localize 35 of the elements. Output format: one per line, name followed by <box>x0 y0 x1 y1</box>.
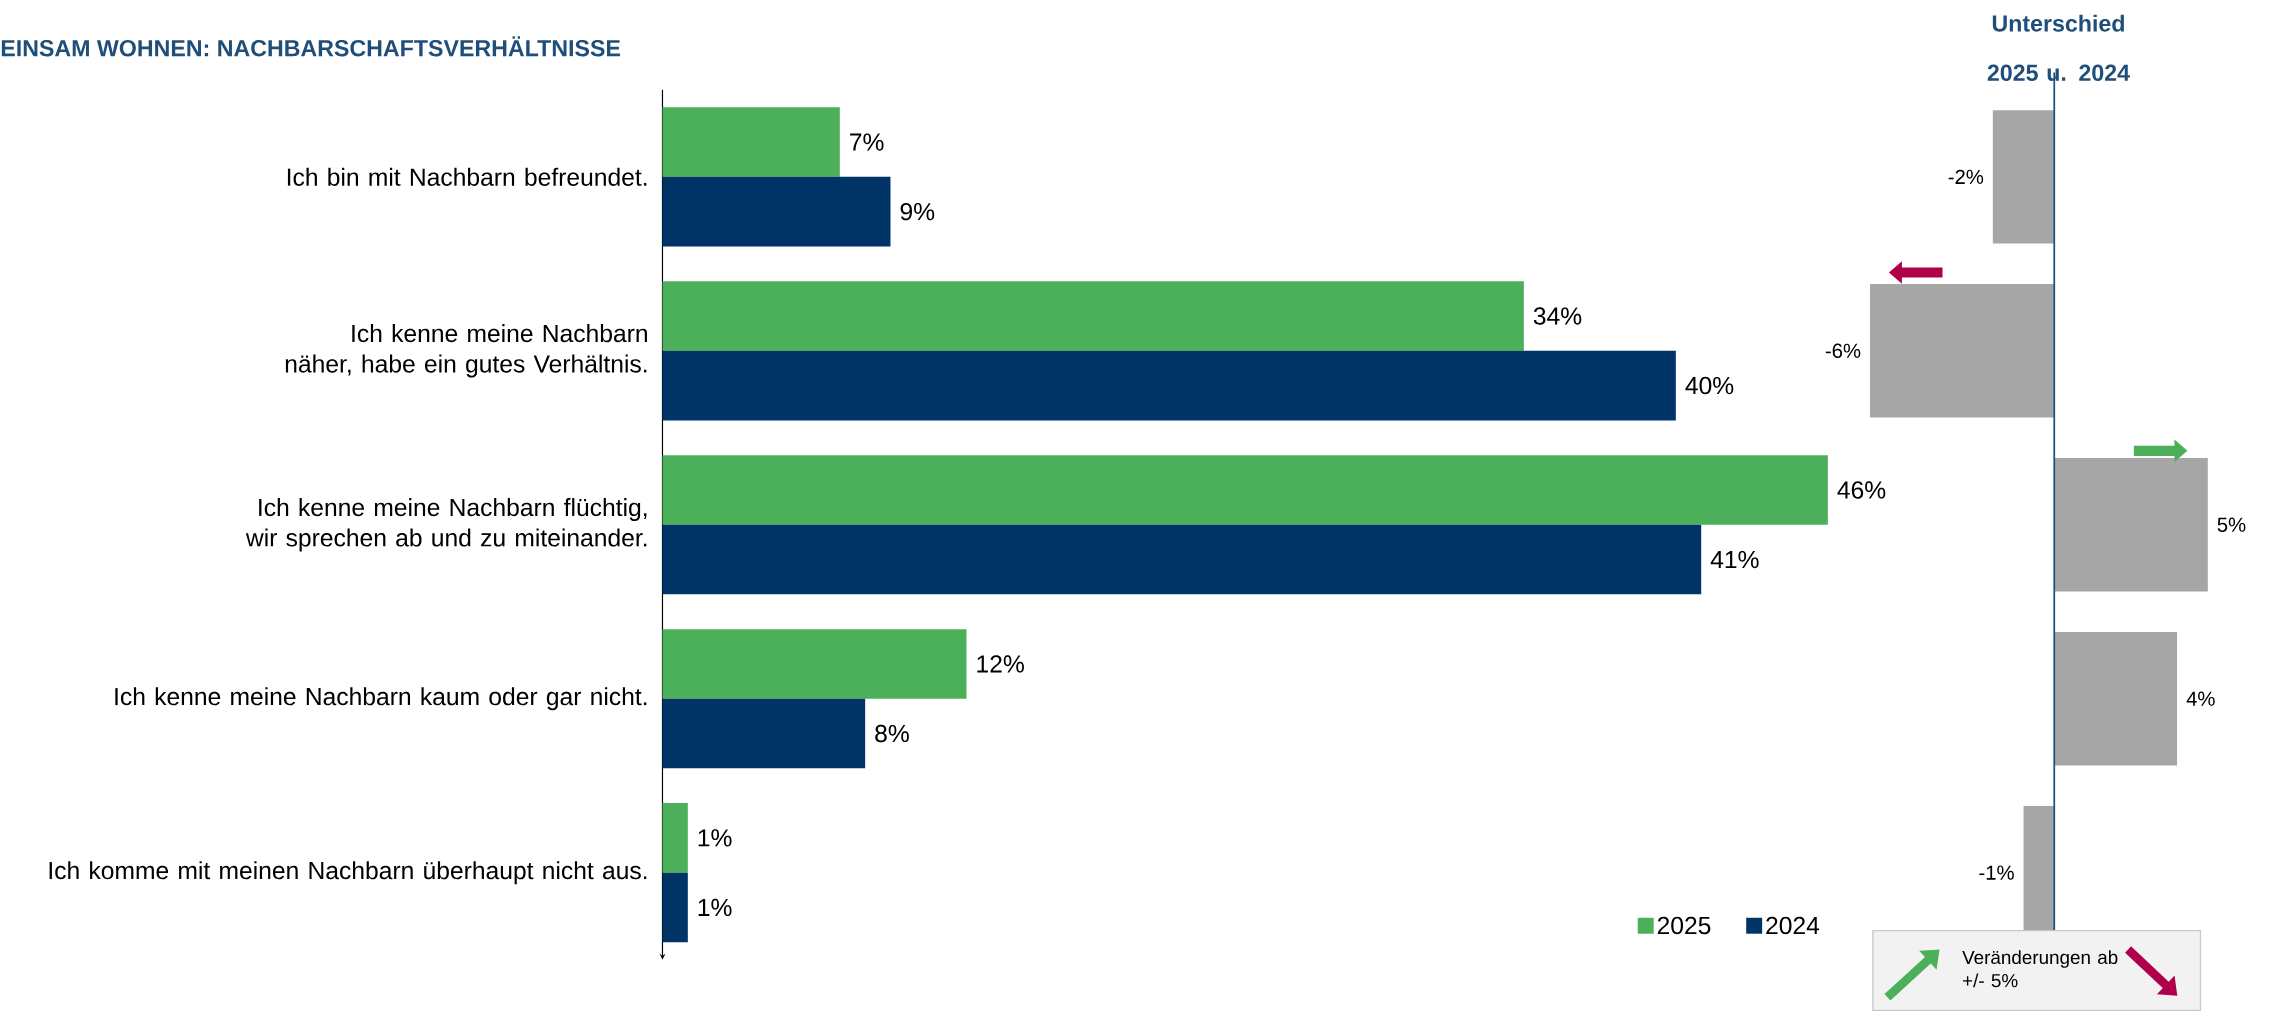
legend-label: 2024 <box>1766 916 1820 935</box>
bar <box>662 698 866 769</box>
bar <box>662 107 840 177</box>
y-tick-label: Ich komme mit meinen Nachbarn überhaupt nicht aus. <box>49 861 647 885</box>
data-label: -6% <box>1825 343 1861 358</box>
bar <box>662 872 688 943</box>
annotation: Veränderungen ab +/- 5% <box>1962 950 2118 988</box>
bar <box>662 350 1676 421</box>
data-label: 1% <box>698 898 732 917</box>
chart-title: Unterschied 2025 u. 2024 <box>1987 14 2130 81</box>
y-tick-label: Ich kenne meine Nachbarn kaum oder gar nicht. <box>115 687 647 711</box>
legend-label: 2025 <box>1657 916 1711 935</box>
data-label: 5% <box>2217 517 2246 532</box>
bar <box>662 803 688 873</box>
y-tick-label: Ich bin mit Nachbarn befreundet. <box>287 167 647 186</box>
y-tick-label: Ich kenne meine Nachbarn näher, habe ein gutes Verhältnis. <box>285 324 647 378</box>
data-label: 4% <box>2186 691 2215 706</box>
data-label: 12% <box>977 655 1024 673</box>
bar <box>662 176 891 247</box>
data-label: 9% <box>900 202 935 221</box>
data-label: 34% <box>1533 307 1582 325</box>
data-label: 1% <box>698 829 732 847</box>
data-label: 8% <box>875 724 909 743</box>
data-label: 46% <box>1837 481 1886 499</box>
bar <box>662 629 967 699</box>
y-tick-label: Ich kenne meine Nachbarn flüchtig, wir sprechen ab und zu miteinander. <box>245 498 647 552</box>
bar <box>662 281 1524 351</box>
data-label: 40% <box>1685 376 1734 395</box>
data-label: -2% <box>1948 169 1984 184</box>
bar <box>662 524 1702 595</box>
data-label: 7% <box>850 133 884 151</box>
data-label: -1% <box>1979 865 2014 880</box>
bar <box>662 455 1828 525</box>
text: EINSAM WOHNEN: NACHBARSCHAFTSVERHÄLTNISSE <box>1 36 620 57</box>
data-label: 41% <box>1710 550 1759 569</box>
